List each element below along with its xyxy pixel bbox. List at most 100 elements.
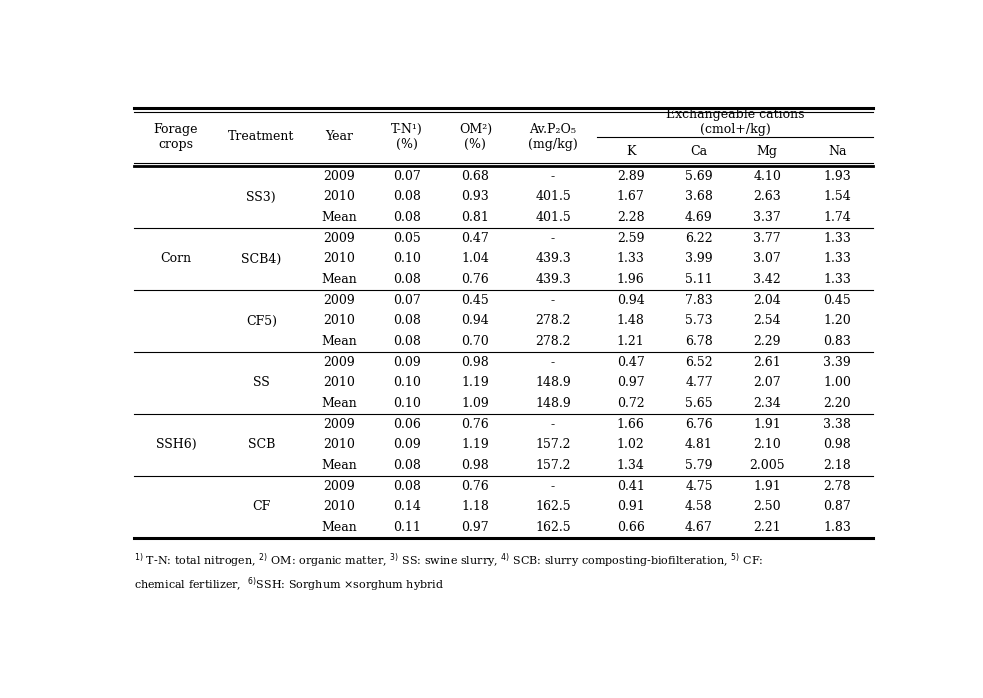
Text: 3.39: 3.39 bbox=[824, 356, 851, 369]
Text: -: - bbox=[551, 480, 555, 493]
Text: 0.45: 0.45 bbox=[824, 294, 851, 307]
Text: Mean: Mean bbox=[321, 459, 357, 472]
Text: 0.06: 0.06 bbox=[393, 418, 421, 431]
Text: 157.2: 157.2 bbox=[536, 438, 571, 452]
Text: 0.98: 0.98 bbox=[461, 459, 490, 472]
Text: 0.97: 0.97 bbox=[462, 521, 490, 534]
Text: 0.08: 0.08 bbox=[393, 315, 421, 327]
Text: 1.18: 1.18 bbox=[461, 500, 490, 514]
Text: 401.5: 401.5 bbox=[535, 191, 571, 204]
Text: 0.07: 0.07 bbox=[393, 170, 421, 183]
Text: 0.91: 0.91 bbox=[617, 500, 645, 514]
Text: 0.08: 0.08 bbox=[393, 459, 421, 472]
Text: 2.34: 2.34 bbox=[753, 397, 781, 410]
Text: 0.14: 0.14 bbox=[393, 500, 421, 514]
Text: 1.96: 1.96 bbox=[617, 273, 645, 286]
Text: 3.37: 3.37 bbox=[753, 211, 781, 224]
Text: 1.20: 1.20 bbox=[824, 315, 851, 327]
Text: 148.9: 148.9 bbox=[535, 397, 571, 410]
Text: CF5): CF5) bbox=[246, 315, 277, 327]
Text: 0.81: 0.81 bbox=[461, 211, 490, 224]
Text: 2.18: 2.18 bbox=[824, 459, 851, 472]
Text: 0.76: 0.76 bbox=[461, 480, 490, 493]
Text: 0.10: 0.10 bbox=[393, 397, 421, 410]
Text: 2.50: 2.50 bbox=[753, 500, 781, 514]
Text: 278.2: 278.2 bbox=[536, 315, 571, 327]
Text: -: - bbox=[551, 170, 555, 183]
Text: Corn: Corn bbox=[160, 253, 192, 265]
Text: 0.94: 0.94 bbox=[461, 315, 490, 327]
Text: 0.08: 0.08 bbox=[393, 335, 421, 348]
Text: 2.21: 2.21 bbox=[753, 521, 781, 534]
Text: 439.3: 439.3 bbox=[535, 273, 571, 286]
Text: 2010: 2010 bbox=[323, 191, 355, 204]
Text: -: - bbox=[551, 294, 555, 307]
Text: 6.78: 6.78 bbox=[685, 335, 713, 348]
Text: SSH6): SSH6) bbox=[155, 438, 197, 452]
Text: 2009: 2009 bbox=[323, 480, 355, 493]
Text: -: - bbox=[551, 232, 555, 245]
Text: 2.10: 2.10 bbox=[753, 438, 781, 452]
Text: 1.33: 1.33 bbox=[824, 273, 851, 286]
Text: 1.54: 1.54 bbox=[824, 191, 851, 204]
Text: 1.83: 1.83 bbox=[824, 521, 851, 534]
Text: 439.3: 439.3 bbox=[535, 253, 571, 265]
Text: Mean: Mean bbox=[321, 521, 357, 534]
Text: 2.005: 2.005 bbox=[749, 459, 785, 472]
Text: 4.69: 4.69 bbox=[685, 211, 713, 224]
Text: SS: SS bbox=[253, 376, 269, 389]
Text: K: K bbox=[626, 145, 635, 158]
Text: Ca: Ca bbox=[690, 145, 708, 158]
Text: 162.5: 162.5 bbox=[535, 500, 571, 514]
Text: 3.99: 3.99 bbox=[685, 253, 713, 265]
Text: Na: Na bbox=[828, 145, 846, 158]
Text: 3.77: 3.77 bbox=[753, 232, 781, 245]
Text: 2.54: 2.54 bbox=[753, 315, 781, 327]
Text: 0.47: 0.47 bbox=[461, 232, 490, 245]
Text: 4.75: 4.75 bbox=[685, 480, 713, 493]
Text: 0.98: 0.98 bbox=[824, 438, 851, 452]
Text: Mean: Mean bbox=[321, 211, 357, 224]
Text: 2.63: 2.63 bbox=[753, 191, 781, 204]
Text: Treatment: Treatment bbox=[228, 131, 295, 144]
Text: 3.38: 3.38 bbox=[824, 418, 851, 431]
Text: 1.09: 1.09 bbox=[461, 397, 490, 410]
Text: SCB4): SCB4) bbox=[241, 253, 281, 265]
Text: 2.04: 2.04 bbox=[753, 294, 781, 307]
Text: Mean: Mean bbox=[321, 397, 357, 410]
Text: 1.19: 1.19 bbox=[461, 438, 490, 452]
Text: 5.69: 5.69 bbox=[685, 170, 713, 183]
Text: 4.67: 4.67 bbox=[685, 521, 713, 534]
Text: 1.33: 1.33 bbox=[824, 253, 851, 265]
Text: 2.78: 2.78 bbox=[824, 480, 851, 493]
Text: 3.68: 3.68 bbox=[685, 191, 713, 204]
Text: 1.48: 1.48 bbox=[616, 315, 645, 327]
Text: 0.87: 0.87 bbox=[824, 500, 851, 514]
Text: 4.77: 4.77 bbox=[685, 376, 713, 389]
Text: 0.09: 0.09 bbox=[393, 438, 421, 452]
Text: 1.34: 1.34 bbox=[616, 459, 645, 472]
Text: -: - bbox=[551, 356, 555, 369]
Text: 2.28: 2.28 bbox=[617, 211, 645, 224]
Text: 0.10: 0.10 bbox=[393, 253, 421, 265]
Text: 278.2: 278.2 bbox=[536, 335, 571, 348]
Text: 0.68: 0.68 bbox=[461, 170, 490, 183]
Text: 2.89: 2.89 bbox=[617, 170, 645, 183]
Text: 2.20: 2.20 bbox=[824, 397, 851, 410]
Text: 1.00: 1.00 bbox=[824, 376, 851, 389]
Text: 0.11: 0.11 bbox=[393, 521, 421, 534]
Text: 2009: 2009 bbox=[323, 418, 355, 431]
Text: 1.67: 1.67 bbox=[617, 191, 645, 204]
Text: OM²)
(%): OM²) (%) bbox=[459, 123, 492, 151]
Text: 0.07: 0.07 bbox=[393, 294, 421, 307]
Text: Mean: Mean bbox=[321, 335, 357, 348]
Text: 0.83: 0.83 bbox=[824, 335, 851, 348]
Text: 401.5: 401.5 bbox=[535, 211, 571, 224]
Text: 0.10: 0.10 bbox=[393, 376, 421, 389]
Text: 1.91: 1.91 bbox=[753, 418, 781, 431]
Text: 1.04: 1.04 bbox=[461, 253, 490, 265]
Text: 3.42: 3.42 bbox=[753, 273, 781, 286]
Text: T-N¹)
(%): T-N¹) (%) bbox=[391, 123, 423, 151]
Text: 0.70: 0.70 bbox=[461, 335, 490, 348]
Text: 4.81: 4.81 bbox=[685, 438, 713, 452]
